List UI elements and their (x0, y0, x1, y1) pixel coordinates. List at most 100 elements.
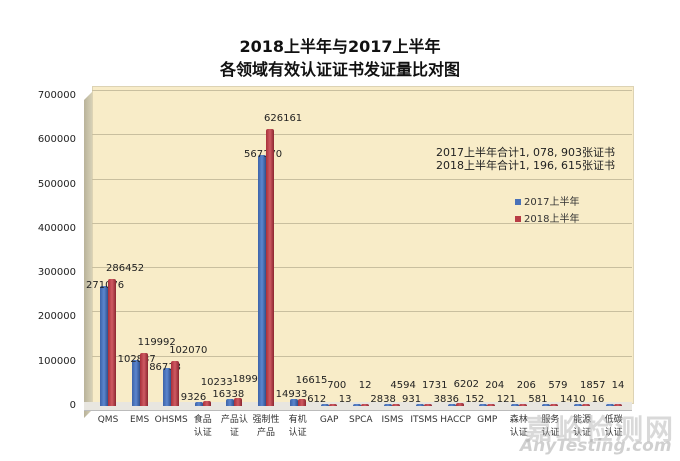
data-label: 579 (548, 380, 568, 391)
bar-2018 (392, 403, 401, 406)
data-label: 102837 (117, 354, 156, 366)
x-tick-label: 服务 认证 (541, 415, 560, 438)
bar-2017 (574, 404, 582, 406)
bar-2018 (487, 404, 496, 406)
data-label: 16 (591, 394, 605, 405)
data-label: 16338 (212, 388, 245, 400)
x-tick-label: HACCP (440, 415, 471, 425)
data-label: 581 (528, 394, 548, 405)
bar-2017 (510, 404, 519, 406)
bar-2017 (542, 404, 551, 406)
bar-2017 (194, 401, 203, 406)
data-label: 13 (338, 394, 352, 405)
bar-2018 (234, 397, 243, 406)
bar-2017 (605, 404, 614, 406)
bar-2017 (163, 367, 172, 406)
gridline (92, 311, 632, 313)
data-label: 14933 (275, 389, 308, 401)
data-label: 6202 (453, 379, 480, 391)
bar-2018 (550, 404, 559, 406)
x-tick-label: 食品 认证 (193, 415, 212, 438)
bar-2017 (131, 360, 140, 406)
watermark-cn: 嘉峪检测网 (525, 413, 676, 446)
bar-2018 (424, 404, 432, 406)
data-label: 1857 (580, 380, 606, 391)
totals-annotation: 2017上半年合计1, 078, 903张证书 2018上半年合计1, 196,… (436, 146, 615, 172)
data-label: 206 (516, 380, 536, 391)
chart-subtitle: 各领域有效认证证书发证量比对图 (219, 60, 460, 79)
bar-2018 (171, 360, 180, 406)
data-label: 612 (307, 394, 327, 405)
bar-2017 (416, 404, 424, 406)
data-label: 2838 (370, 394, 396, 405)
y-tick-label: 400000 (37, 222, 76, 234)
legend-item-2017: 2017上半年 (515, 193, 579, 208)
data-label: 626161 (264, 112, 303, 124)
data-label: 4594 (390, 379, 416, 391)
data-label: 12 (358, 380, 372, 391)
y-tick-label: 300000 (37, 267, 76, 279)
plot-floor (84, 402, 632, 411)
bar-2018 (613, 404, 622, 406)
bar-2017 (226, 398, 235, 406)
x-tick-label: 有机 认证 (288, 415, 307, 438)
bar-2017 (321, 404, 330, 406)
x-tick-label: 产品认证 (220, 415, 248, 438)
data-label: 16615 (295, 374, 328, 386)
gridline (92, 178, 632, 180)
bar-2018 (329, 404, 338, 406)
data-label: 18993 (232, 373, 265, 385)
x-tick-label: OHSMS (154, 415, 188, 425)
legend-swatch-2018 (515, 216, 521, 222)
bar-2018 (266, 128, 274, 406)
x-tick-label: GAP (319, 415, 339, 425)
gridline (92, 267, 632, 269)
y-tick-label: 0 (69, 400, 76, 411)
data-label: 86713 (149, 361, 181, 373)
data-label: 1731 (422, 380, 448, 391)
bar-2018 (582, 404, 590, 406)
y-tick-label: 600000 (37, 134, 76, 146)
data-label: 152 (465, 394, 485, 405)
bar-2018 (202, 401, 211, 406)
data-label: 567170 (244, 148, 283, 160)
x-tick-label: 低碳 认证 (604, 415, 623, 438)
bar-2018 (108, 279, 116, 406)
legend-item-2018: 2018上半年 (515, 210, 579, 225)
data-label: 1410 (560, 394, 586, 405)
data-label: 271076 (86, 279, 125, 291)
x-tick-label: SPCA (349, 415, 373, 425)
x-tick-label: 森林 认证 (509, 415, 528, 438)
bar-2017 (447, 404, 456, 406)
gridline (92, 355, 632, 357)
plot-area (92, 86, 634, 404)
data-label: 121 (496, 394, 516, 405)
bar-2017 (100, 285, 108, 406)
data-label: 286452 (106, 263, 145, 275)
y-tick-label: 100000 (37, 355, 76, 367)
data-label: 14 (611, 380, 625, 391)
data-label: 9326 (180, 391, 207, 403)
bar-2017 (258, 154, 266, 406)
data-label: 204 (485, 380, 505, 391)
bar-2018 (297, 398, 306, 406)
x-tick-label: 能源 认证 (572, 415, 591, 438)
bar-2017 (479, 404, 488, 406)
y-tick-label: 200000 (37, 311, 76, 323)
bar-2017 (384, 404, 393, 406)
gridline (92, 222, 632, 224)
data-label: 10233 (200, 377, 233, 389)
plot-side-wall (84, 92, 92, 418)
total-2018: 2018上半年合计1, 196, 615张证书 (436, 159, 615, 172)
bar-2018 (360, 404, 369, 406)
x-tick-label: ITSMS (410, 415, 438, 425)
chart-title: 2018上半年与2017上半年 (239, 37, 441, 56)
gridline (92, 90, 632, 91)
bar-2018 (455, 403, 464, 406)
data-label: 700 (327, 380, 347, 391)
legend-label-2018: 2018上半年 (524, 214, 580, 225)
data-label: 102070 (169, 344, 208, 356)
data-label: 119992 (137, 336, 176, 348)
x-tick-label: 强制性 产品 (252, 415, 280, 438)
bar-2017 (289, 399, 298, 406)
